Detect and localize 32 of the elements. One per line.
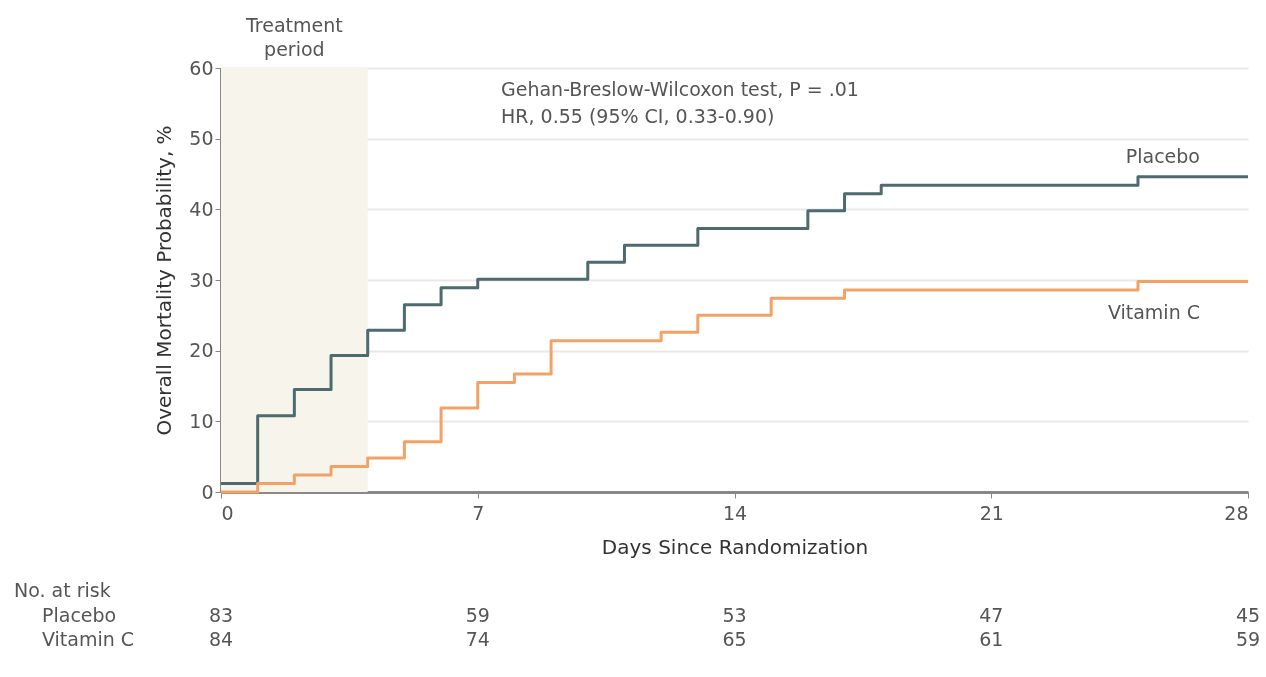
text: 47 [979,604,1004,626]
text: 83 [208,604,234,626]
text: No. at risk [14,579,111,601]
y-tick-label: 50 [189,127,214,150]
x-tick-label: 28 [1224,501,1249,524]
text: Placebo [42,604,117,626]
y-tick-label: 20 [189,339,214,362]
y-tick-label: 30 [189,268,214,291]
y-tick-label: 40 [189,197,214,220]
x-tick-label: 0 [221,501,234,524]
series-label: Vitamin C [1107,301,1200,324]
x-tick-label: 21 [979,501,1004,524]
text: 45 [1235,604,1261,626]
text: Vitamin C [42,628,135,650]
y-tick-label: 60 [189,56,214,79]
text: 65 [722,628,747,650]
y-tick-label: 0 [201,480,214,503]
text: 59 [465,604,490,626]
x-tick-label: 7 [472,501,485,524]
annotation: Gehan-Breslow-Wilcoxon test, P = .01 [501,78,859,100]
x-tick-label: 14 [722,501,748,524]
band-label: Treatment period [245,14,343,60]
text: 61 [979,628,1004,650]
annotation: HR, 0.55 (95% CI, 0.33-0.90) [501,105,775,127]
text: 74 [465,628,490,650]
text: 84 [208,628,234,650]
x-axis-title: Days Since Randomization [601,534,869,559]
y-tick-label: 10 [189,409,214,432]
text: 53 [722,604,747,626]
series-label: Placebo [1125,144,1200,167]
y-axis-title: Overall Mortality Probability, % [152,125,177,436]
text: 59 [1235,628,1261,650]
